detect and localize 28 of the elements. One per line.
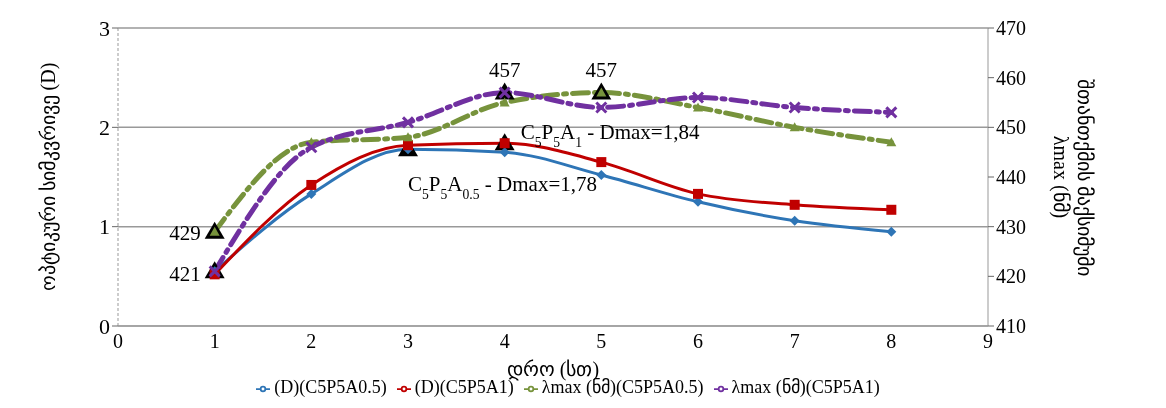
x-tick-label: 3 — [403, 330, 413, 353]
y-axis-title: ოპტიკური სიმკვრივე (D) — [37, 62, 61, 292]
y2-tick-label: 430 — [996, 215, 1026, 238]
y-tick-label: 3 — [99, 15, 110, 41]
y2-tick-label: 460 — [996, 66, 1026, 89]
y2-axis-title: შთანთქმის მაქსიმუმი λmax (ნმ) — [1049, 78, 1096, 276]
y-tick-label: 1 — [99, 214, 110, 240]
data-label: 457 — [585, 57, 618, 82]
data-label: 421 — [169, 262, 201, 287]
data-label: C$_{5}$P$_{5}$A$_{0.5}$ - Dmax=1,78 — [408, 172, 598, 202]
data-label: 429 — [169, 220, 201, 245]
data-label: 457 — [488, 57, 521, 82]
x-tick-label: 4 — [499, 330, 510, 353]
x-tick-label: 8 — [886, 330, 897, 353]
x-tick-label: 1 — [209, 330, 220, 353]
legend-label: λmax (ნმ)(C5P5A1) — [731, 377, 880, 397]
y2-tick-label: 470 — [996, 17, 1026, 40]
y2-tick-label: 450 — [996, 116, 1026, 139]
y2-tick-label: 410 — [996, 315, 1026, 338]
y-tick-label: 2 — [99, 115, 110, 141]
legend-label: (D)(C5P5A0.5) — [274, 377, 387, 397]
x-tick-label: 5 — [596, 330, 607, 353]
x-tick-label: 7 — [789, 330, 800, 353]
y2-tick-label: 440 — [996, 166, 1026, 189]
x-tick-label: 9 — [983, 330, 993, 353]
x-tick-label: 2 — [306, 330, 317, 353]
x-tick-label: 6 — [693, 330, 703, 353]
y2-tick-label: 420 — [996, 265, 1026, 288]
